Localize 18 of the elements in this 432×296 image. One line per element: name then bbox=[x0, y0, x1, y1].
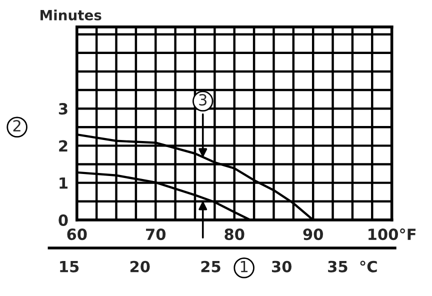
y-tick-label: 2 bbox=[59, 140, 68, 152]
x2-axis-title: 1 bbox=[240, 260, 248, 272]
x-tick-label: 80 bbox=[224, 228, 244, 240]
x2-tick-label: 20 bbox=[130, 260, 150, 272]
x-tick-label: 60 bbox=[67, 228, 87, 240]
y-axis-title: Minutes bbox=[40, 10, 102, 20]
y-tick-label: 1 bbox=[60, 177, 68, 189]
x2-tick-label: 30 bbox=[272, 260, 292, 272]
x-tick-label: 70 bbox=[146, 228, 166, 240]
x-tick-label: 90 bbox=[303, 228, 323, 240]
x2-tick-label: 25 bbox=[201, 260, 220, 272]
x2-tick-label: 35 °C bbox=[328, 260, 377, 272]
text: 2 bbox=[13, 120, 20, 132]
annotation: 3 bbox=[199, 94, 207, 106]
x-tick-label: 100°F bbox=[368, 228, 416, 240]
y-tick-label: 3 bbox=[58, 103, 68, 115]
x2-tick-label: 15 bbox=[60, 261, 79, 272]
y-tick-label: 0 bbox=[58, 214, 68, 226]
